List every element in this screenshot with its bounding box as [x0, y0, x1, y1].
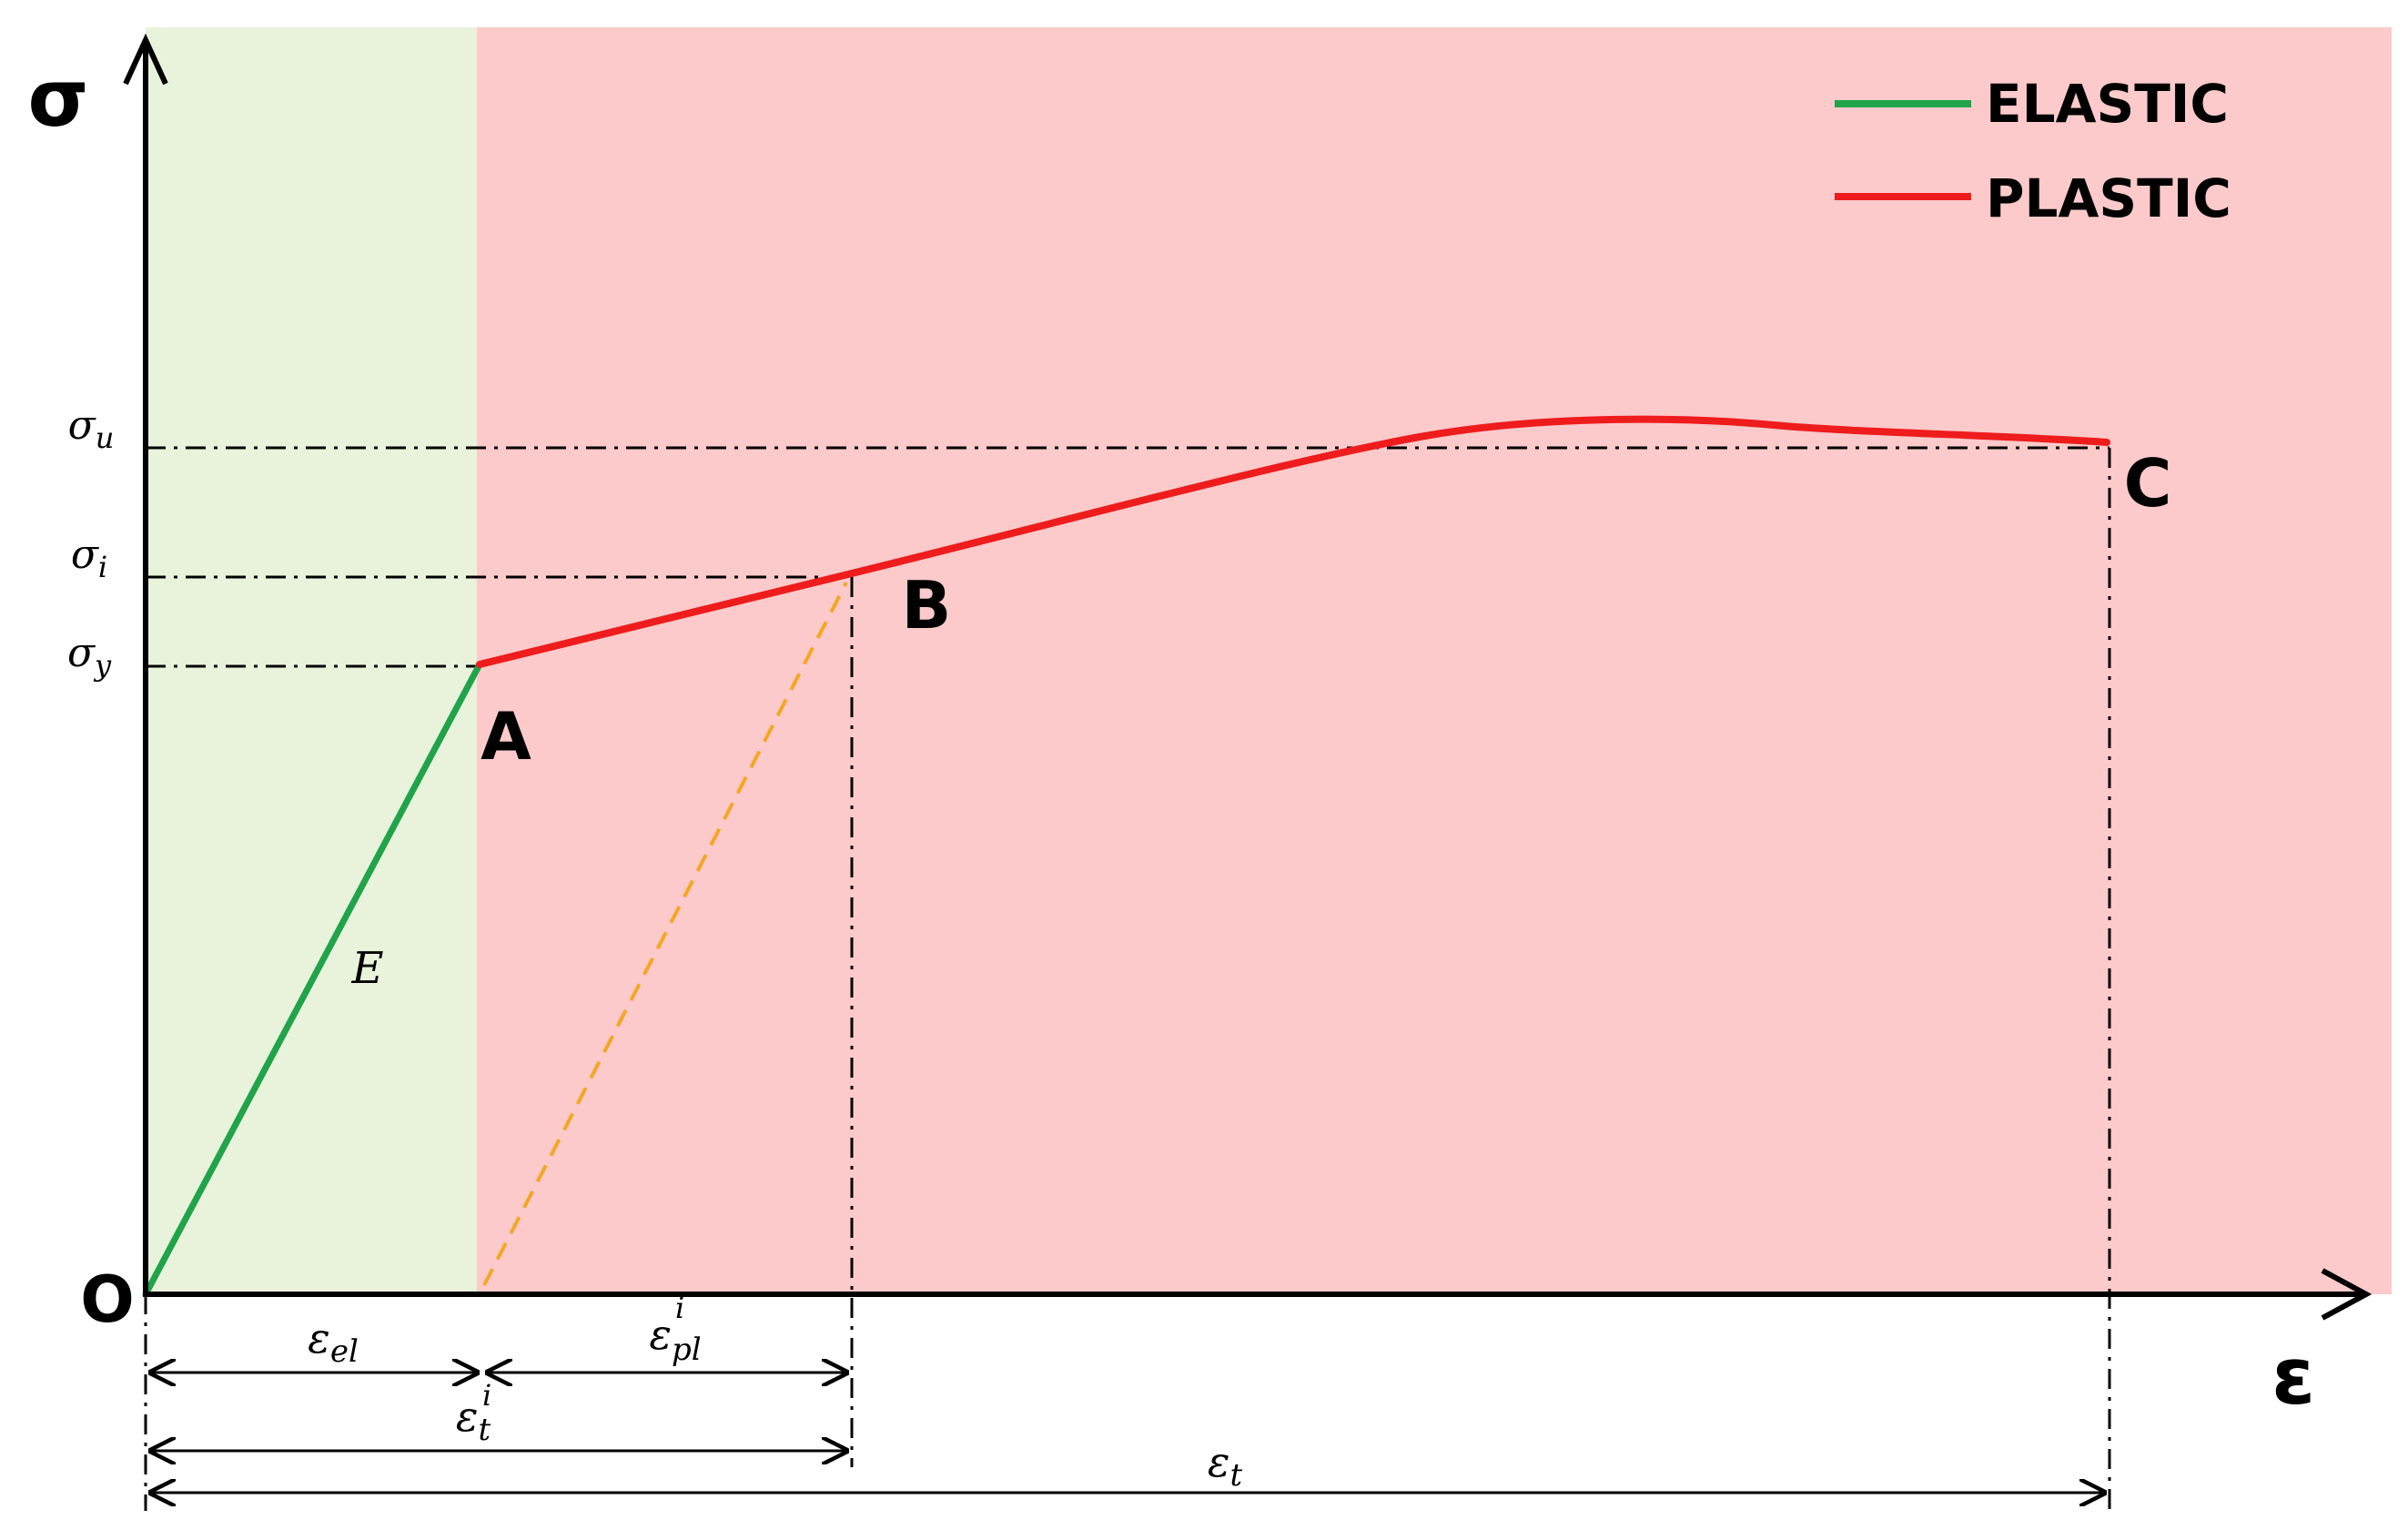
point-b-label: B: [902, 567, 952, 643]
eps-t-i-superscript: i: [482, 1378, 491, 1413]
x-axis-label: ε: [2271, 1332, 2315, 1423]
unloading-line: [482, 582, 848, 1286]
sigma-u-label: σu: [68, 402, 115, 455]
y-axis-label: σ: [28, 54, 89, 145]
legend-elastic-label: ELASTIC: [1986, 73, 2229, 135]
point-c-label: C: [2124, 445, 2172, 522]
sigma-y-label: σy: [67, 630, 112, 683]
elastic-modulus-label: E: [350, 943, 383, 994]
legend-plastic-label: PLASTIC: [1986, 167, 2231, 229]
eps-el-label: εel: [308, 1313, 359, 1370]
x-axis-arrowhead: [2321, 1268, 2373, 1321]
sigma-i-label: σi: [71, 532, 107, 584]
elastic-curve: [142, 661, 483, 1298]
axes: [123, 33, 2373, 1321]
guide-lines: [144, 446, 2111, 1511]
eps-t-label: εt: [1208, 1437, 1243, 1494]
eps-pl-i-label: εpl: [649, 1310, 701, 1368]
plastic-region: [477, 27, 2392, 1294]
y-axis-arrowhead: [123, 33, 168, 86]
plastic-curve: [476, 415, 2110, 668]
point-a-label: A: [481, 698, 531, 775]
origin-label: O: [80, 1262, 135, 1337]
legend: ELASTIC PLASTIC: [1835, 73, 2231, 229]
strain-dimensions: [151, 1373, 2104, 1493]
eps-pl-i-superscript: i: [675, 1291, 684, 1325]
eps-t-i-label: εt: [456, 1392, 491, 1448]
elastic-region: [146, 27, 477, 1294]
